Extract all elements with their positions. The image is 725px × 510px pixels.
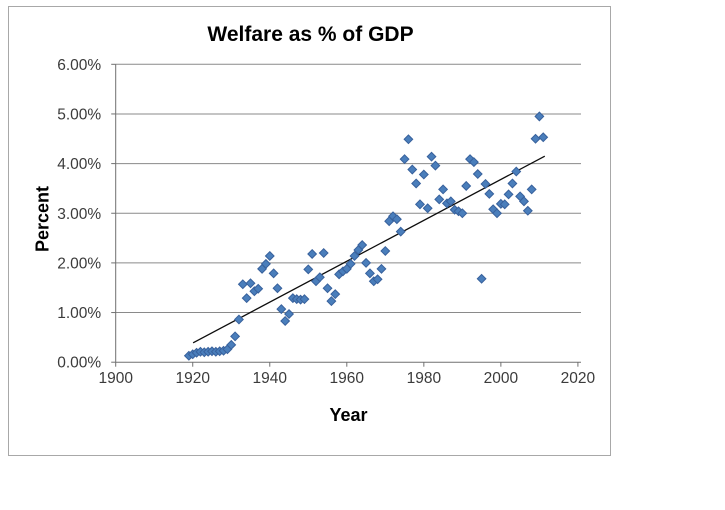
data-point-marker — [407, 164, 418, 175]
x-tick-label: 1960 — [330, 370, 365, 387]
x-tick-label: 2000 — [484, 370, 519, 387]
data-point-marker — [399, 154, 410, 165]
data-point-marker — [345, 258, 356, 269]
data-point-marker — [395, 226, 406, 237]
x-tick-label: 2020 — [561, 370, 596, 387]
data-point-marker — [507, 178, 518, 189]
data-point-marker — [468, 157, 479, 168]
data-point-marker — [422, 203, 433, 214]
chart-area: Welfare as % of GDP Percent Year 0.00% 1.… — [8, 6, 611, 456]
data-point-marker — [326, 296, 337, 307]
data-point-marker — [503, 189, 514, 200]
data-point-marker — [472, 169, 483, 180]
data-point-marker — [303, 264, 314, 275]
data-point-marker — [322, 283, 333, 294]
data-point-marker — [260, 258, 271, 269]
trendline — [192, 155, 546, 344]
data-point-marker — [241, 293, 252, 304]
data-point-marker — [526, 184, 537, 195]
x-tick-label: 1900 — [98, 370, 133, 387]
data-point-marker — [307, 248, 318, 259]
x-tick-label: 1940 — [253, 370, 288, 387]
data-point-marker — [518, 196, 529, 207]
data-point-marker — [480, 178, 491, 189]
data-point-marker — [414, 199, 425, 210]
y-tick-label: 1.00% — [57, 305, 101, 322]
data-point-marker — [314, 272, 325, 283]
data-point-marker — [299, 294, 310, 305]
data-point-marker — [388, 211, 399, 222]
data-point-marker — [430, 160, 441, 171]
data-point-marker — [372, 274, 383, 285]
data-point-marker — [426, 151, 437, 162]
data-point-marker — [364, 268, 375, 279]
x-axis-title: Year — [329, 405, 368, 425]
data-point-marker — [380, 245, 391, 256]
y-tick-label: 4.00% — [57, 156, 101, 173]
y-tick-label: 2.00% — [57, 255, 101, 272]
data-point-marker — [534, 111, 545, 122]
data-point-marker — [376, 263, 387, 274]
data-point-marker — [280, 315, 291, 326]
data-point-marker — [391, 214, 402, 225]
data-point-marker — [272, 283, 283, 294]
data-point-marker — [530, 133, 541, 144]
data-point-marker — [538, 132, 549, 143]
data-point-marker — [284, 309, 295, 320]
data-point-marker — [403, 134, 414, 145]
data-point-marker — [253, 283, 264, 294]
data-point-marker — [357, 240, 368, 251]
data-point-marker — [411, 178, 422, 189]
data-point-marker — [434, 194, 445, 205]
y-tick-label: 6.00% — [57, 57, 101, 74]
data-point-marker — [484, 188, 495, 199]
data-point-marker — [499, 199, 510, 210]
y-tick-label: 5.00% — [57, 106, 101, 123]
x-tick-label: 1920 — [175, 370, 210, 387]
data-point-marker — [522, 205, 533, 216]
data-point-marker — [276, 304, 287, 315]
data-point-marker — [418, 169, 429, 180]
data-point-marker — [330, 289, 341, 300]
plot-area: 0.00% 1.00% 2.00% 3.00% 4.00% 5.00% 6.00% 1900 1… — [57, 57, 596, 387]
data-point-marker — [226, 339, 237, 350]
data-point-marker — [245, 278, 256, 289]
data-point-marker — [476, 273, 487, 284]
data-point-marker — [461, 180, 472, 191]
data-point-marker — [457, 208, 468, 219]
y-tick-label: 0.00% — [57, 355, 101, 372]
chart-title: Welfare as % of GDP — [207, 23, 414, 46]
data-point-marker — [237, 279, 248, 290]
data-point-marker — [233, 314, 244, 325]
y-tick-label: 3.00% — [57, 206, 101, 223]
data-point-marker — [349, 250, 360, 261]
data-point-marker — [318, 247, 329, 258]
data-point-marker — [361, 257, 372, 268]
data-point-marker — [438, 184, 449, 195]
data-point-marker — [230, 331, 241, 342]
data-point-marker — [268, 268, 279, 279]
data-point-marker — [445, 196, 456, 207]
data-point-marker — [492, 208, 503, 219]
data-point-marker — [511, 166, 522, 177]
data-point-marker — [264, 250, 275, 261]
x-tick-label: 1980 — [407, 370, 442, 387]
